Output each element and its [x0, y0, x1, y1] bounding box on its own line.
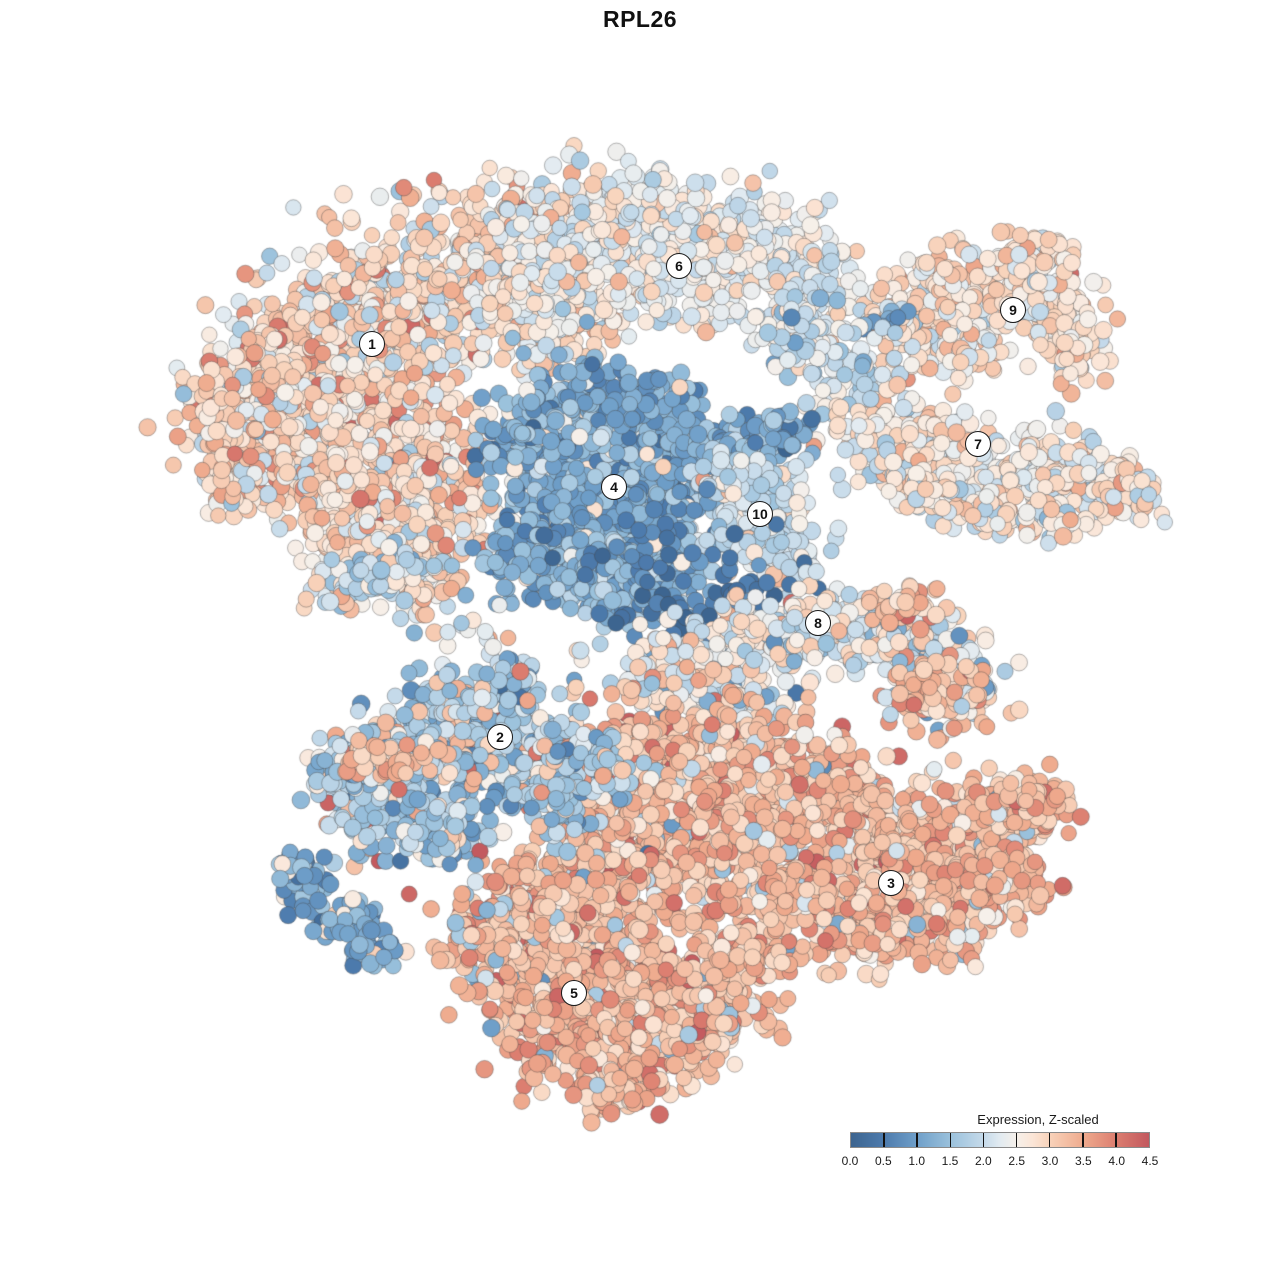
- cluster-label-1: 1: [359, 331, 385, 357]
- legend-tick-label-3.0: 3.0: [1041, 1154, 1059, 1168]
- legend-tick-mark: [1015, 1133, 1018, 1147]
- legend-tick-label-2.5: 2.5: [1008, 1154, 1025, 1168]
- legend-tick-mark: [1115, 1133, 1117, 1147]
- legend-tick-mark: [883, 1133, 885, 1147]
- cluster-label-2: 2: [487, 724, 513, 750]
- cluster-label-5: 5: [561, 980, 587, 1006]
- cluster-label-9: 9: [1000, 297, 1026, 323]
- cluster-label-6: 6: [666, 253, 692, 279]
- legend-tick-label-4.0: 4.0: [1108, 1154, 1125, 1168]
- cluster-label-7: 7: [965, 431, 991, 457]
- cluster-label-10: 10: [747, 501, 773, 527]
- cluster-label-3: 3: [878, 870, 904, 896]
- legend-tick-label-0.5: 0.5: [874, 1154, 892, 1168]
- legend-tick-label-1.0: 1.0: [908, 1154, 925, 1168]
- legend-colorbar: [850, 1132, 1150, 1148]
- legend-tick-mark: [1082, 1133, 1084, 1147]
- legend-tick-label-1.5: 1.5: [941, 1154, 959, 1168]
- legend-tick-label-4.5: 4.5: [1141, 1154, 1159, 1168]
- legend-tick-mark: [916, 1133, 918, 1147]
- expression-legend: Expression, Z-scaled 0.0 0.5 1.0 1.5 2.0 2.5 3…: [840, 1106, 1180, 1178]
- cluster-label-8: 8: [805, 610, 831, 636]
- legend-tick-label-0.0: 0.0: [841, 1154, 859, 1168]
- legend-title: Expression, Z-scaled: [977, 1112, 1099, 1127]
- legend-tick-mark: [982, 1133, 985, 1147]
- legend-tick-mark: [949, 1133, 952, 1147]
- legend-tick-label-2.0: 2.0: [974, 1154, 992, 1168]
- cluster-label-4: 4: [601, 474, 627, 500]
- legend-tick-label-3.5: 3.5: [1074, 1154, 1092, 1168]
- legend-tick-mark: [1048, 1133, 1051, 1147]
